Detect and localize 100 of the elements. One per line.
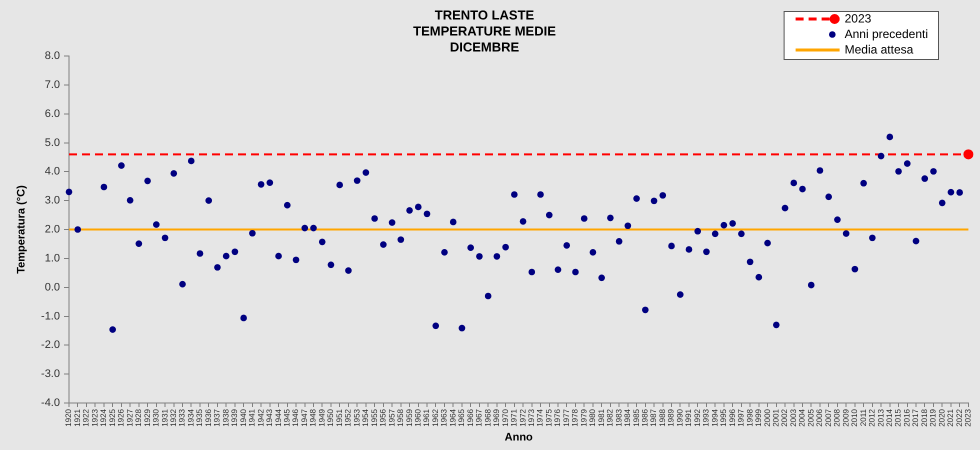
- x-tick-label: 1932: [168, 408, 178, 427]
- x-tick-label: 1992: [692, 408, 702, 427]
- x-tick-label: 1961: [422, 408, 432, 427]
- x-tick-label: 1975: [544, 408, 554, 427]
- x-tick-label: 1994: [710, 408, 720, 427]
- x-tick-label: 1938: [221, 408, 230, 427]
- x-tick-label: 1929: [142, 408, 152, 427]
- x-tick-label: 1928: [134, 408, 144, 427]
- x-tick-label: 1995: [719, 408, 728, 427]
- y-tick-label: 4.0: [44, 166, 60, 178]
- x-tick-label: 2023: [964, 408, 973, 427]
- x-tick-label: 2014: [885, 408, 894, 427]
- x-tick-label: 1921: [72, 408, 82, 427]
- legend-label: Media attesa: [844, 42, 914, 56]
- x-tick-label: 1964: [448, 408, 458, 427]
- x-tick-label: 2013: [876, 408, 886, 427]
- x-tick-label: 1946: [291, 408, 300, 427]
- x-tick-label: 1939: [230, 408, 240, 427]
- x-tick-label: 1925: [108, 408, 117, 427]
- y-tick-label: 8.0: [44, 50, 60, 62]
- x-tick-label: 1949: [317, 408, 326, 427]
- x-tick-label: 2004: [798, 408, 807, 427]
- x-tick-label: 1951: [334, 408, 344, 427]
- x-tick-label: 1943: [265, 408, 274, 427]
- x-tick-label: 1980: [588, 408, 598, 427]
- x-tick-label: 1967: [474, 408, 484, 427]
- x-tick-label: 1977: [562, 408, 571, 427]
- y-tick-label: 0.0: [44, 281, 60, 294]
- x-tick-label: 1947: [300, 408, 309, 427]
- x-tick-label: 1987: [649, 408, 658, 427]
- x-tick-label: 2006: [815, 408, 824, 427]
- x-tick-label: 2019: [928, 408, 938, 427]
- x-tick-label: 1950: [326, 408, 336, 427]
- x-tick-label: 1988: [658, 408, 667, 427]
- x-tick-label: 1948: [308, 408, 318, 427]
- x-tick-label: 1986: [640, 408, 650, 427]
- x-tick-label: 1940: [238, 408, 248, 427]
- x-tick-label: 1982: [606, 408, 615, 427]
- x-tick-label: 1941: [248, 408, 257, 427]
- x-tick-label: 1960: [413, 408, 422, 427]
- x-tick-label: 2012: [868, 408, 877, 427]
- y-tick-label: 2.0: [44, 224, 60, 236]
- y-tick-label: -3.0: [41, 368, 60, 380]
- x-tick-label: 1971: [510, 408, 519, 427]
- x-tick-label: 1923: [90, 408, 100, 427]
- x-tick-label: 1942: [256, 408, 266, 427]
- x-tick-label: 2020: [937, 408, 946, 427]
- y-tick-label: 7.0: [44, 78, 60, 91]
- x-tick-label: 2003: [788, 408, 798, 427]
- x-tick-label: 2010: [850, 408, 860, 427]
- x-tick-label: 1924: [99, 408, 108, 427]
- x-tick-label: 1989: [666, 408, 676, 427]
- x-tick-label: 2016: [902, 408, 912, 427]
- x-tick-label: 2000: [762, 408, 772, 427]
- x-tick-label: 1930: [152, 408, 161, 427]
- x-tick-label: 1965: [457, 408, 466, 427]
- x-tick-label: 1974: [536, 408, 545, 427]
- y-tick-label: 1.0: [44, 252, 60, 264]
- x-tick-label: 1931: [160, 408, 170, 427]
- x-tick-label: 1962: [430, 408, 440, 427]
- x-tick-label: 1926: [116, 408, 126, 427]
- x-tick-label: 1954: [361, 408, 370, 427]
- legend-label: 2023: [844, 11, 872, 26]
- x-tick-label: 2007: [824, 408, 833, 427]
- x-tick-label: 1984: [623, 408, 632, 427]
- x-tick-label: 1953: [352, 408, 362, 427]
- x-tick-label: 2002: [780, 408, 790, 427]
- x-tick-label: 1920: [64, 408, 74, 427]
- y-tick-label: -4.0: [41, 397, 60, 410]
- x-tick-label: 1999: [754, 408, 764, 427]
- x-tick-label: 1976: [553, 408, 562, 427]
- y-axis-title: Temperatura (°C): [16, 184, 28, 274]
- x-tick-label: 1934: [186, 408, 196, 427]
- x-tick-label: 1970: [500, 408, 510, 427]
- x-tick-label: 1973: [527, 408, 536, 427]
- x-tick-label: 1922: [82, 408, 91, 427]
- y-tick-label: -2.0: [41, 339, 60, 352]
- x-tick-label: 1969: [492, 408, 502, 427]
- x-axis-title: Anno: [504, 431, 534, 444]
- legend-label: Anni precedenti: [844, 26, 928, 41]
- x-tick-label: 1952: [344, 408, 353, 427]
- x-tick-label: 2009: [841, 408, 850, 427]
- x-tick-label: 1933: [178, 408, 187, 427]
- x-tick-label: 1927: [125, 408, 134, 427]
- x-tick-label: 1990: [675, 408, 684, 427]
- x-tick-label: 1991: [684, 408, 694, 427]
- x-tick-label: 1985: [632, 408, 641, 427]
- x-tick-label: 2017: [911, 408, 920, 427]
- x-tick-label: 2018: [920, 408, 929, 427]
- x-tick-label: 1937: [212, 408, 222, 427]
- x-tick-label: 1993: [702, 408, 711, 427]
- x-tick-label: 1956: [378, 408, 388, 427]
- x-tick-label: 2015: [894, 408, 903, 427]
- chart-title: TRENTO LASTE TEMPERATURE MEDIE DICEMBRE: [413, 8, 556, 55]
- x-tick-label: 1998: [745, 408, 754, 427]
- x-tick-label: 2022: [954, 408, 964, 427]
- x-tick-label: 1981: [596, 408, 606, 427]
- y-tick-label: -1.0: [41, 310, 60, 322]
- x-tick-label: 1945: [282, 408, 292, 427]
- x-tick-label: 1972: [518, 408, 528, 427]
